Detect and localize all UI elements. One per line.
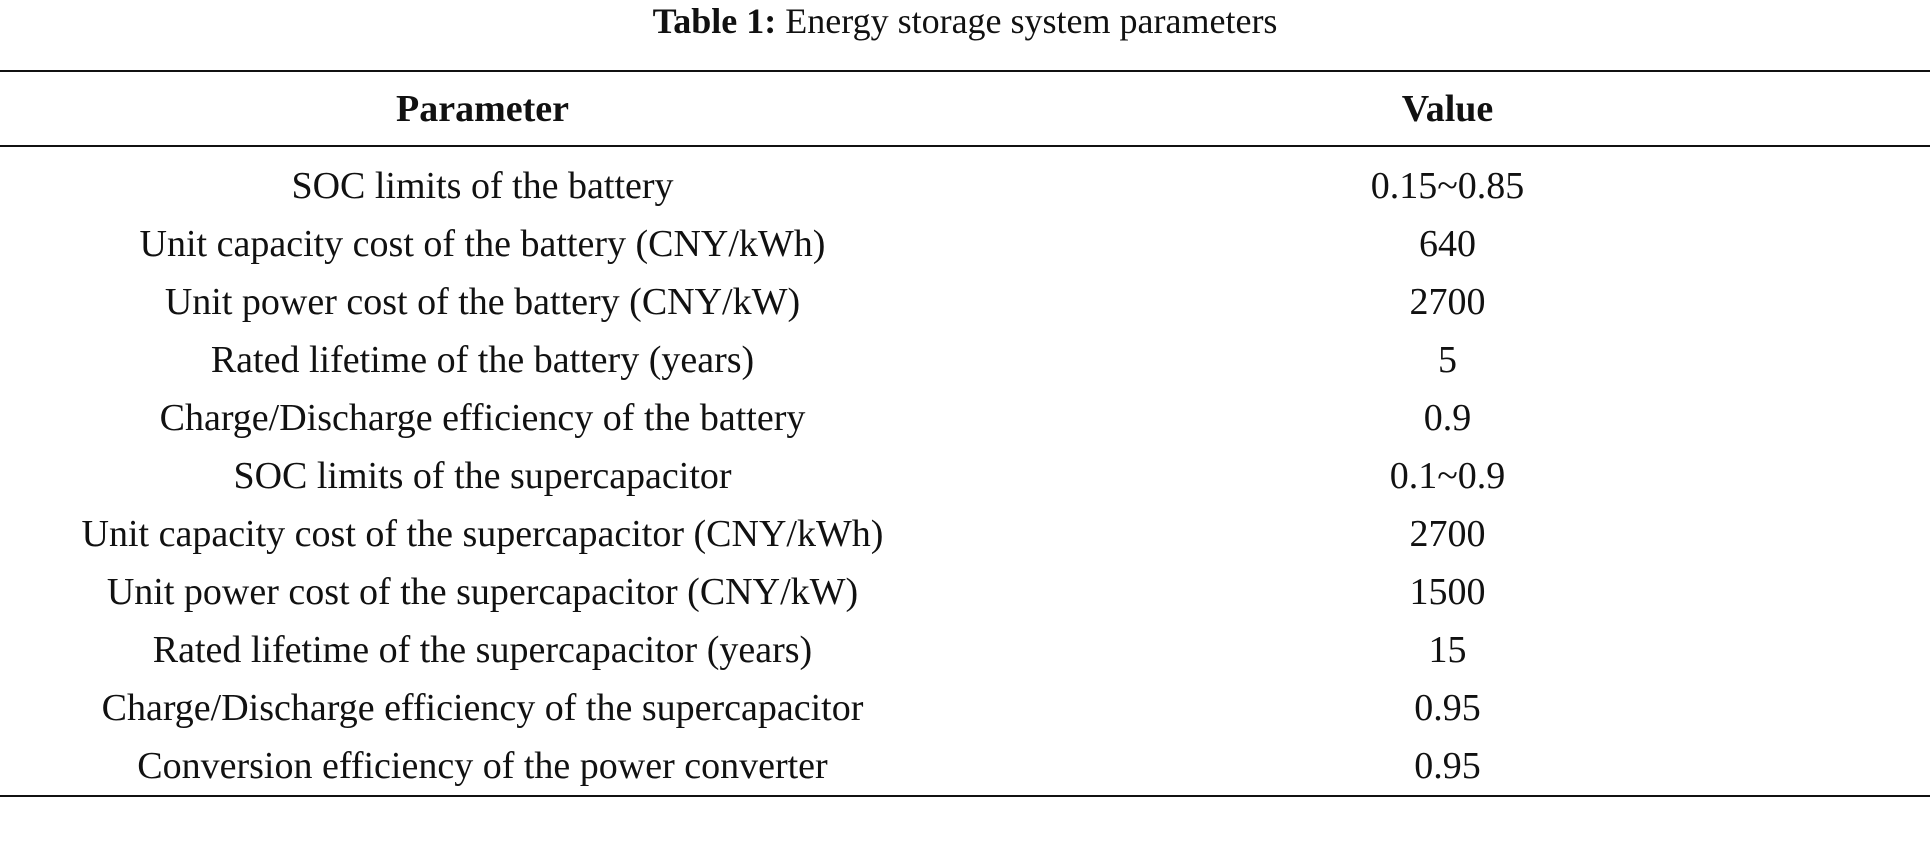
table-row: Charge/Discharge efficiency of the batte… (0, 389, 1930, 447)
value-cell: 15 (1428, 629, 1467, 671)
table: Parameter Value SOC limits of the batter… (0, 70, 1930, 797)
parameter-cell: Unit capacity cost of the supercapacitor… (81, 513, 884, 555)
parameter-cell: Rated lifetime of the supercapacitor (ye… (152, 629, 813, 671)
value-cell: 1500 (1409, 571, 1486, 613)
parameter-cell: Charge/Discharge efficiency of the batte… (159, 397, 806, 439)
value-cell: 2700 (1409, 281, 1486, 323)
value-cell: 0.1~0.9 (1389, 455, 1506, 497)
table-row: Rated lifetime of the supercapacitor (ye… (0, 621, 1930, 679)
parameter-cell: Rated lifetime of the battery (years) (210, 339, 755, 381)
value-cell: 5 (1438, 339, 1457, 381)
parameter-cell: Unit capacity cost of the battery (CNY/k… (139, 223, 826, 265)
value-cell: 0.9 (1423, 397, 1472, 439)
table-row: Charge/Discharge efficiency of the super… (0, 679, 1930, 737)
parameter-cell: Unit power cost of the battery (CNY/kW) (164, 281, 801, 323)
table-row: SOC limits of the supercapacitor 0.1~0.9 (0, 447, 1930, 505)
table-row: Unit capacity cost of the supercapacitor… (0, 505, 1930, 563)
column-header: Value (1401, 87, 1494, 130)
value-cell: 0.15~0.85 (1370, 165, 1525, 207)
parameter-cell: SOC limits of the battery (291, 165, 674, 207)
value-cell: 2700 (1409, 513, 1486, 555)
table-row: SOC limits of the battery 0.15~0.85 (0, 146, 1930, 215)
table-row: Unit capacity cost of the battery (CNY/k… (0, 215, 1930, 273)
parameter-cell: Conversion efficiency of the power conve… (137, 745, 828, 787)
header-row: Parameter Value (0, 71, 1930, 146)
table-row: Unit power cost of the supercapacitor (C… (0, 563, 1930, 621)
parameter-cell: Charge/Discharge efficiency of the super… (101, 687, 864, 729)
parameter-cell: Unit power cost of the supercapacitor (C… (106, 571, 859, 613)
value-cell: 0.95 (1414, 745, 1481, 787)
table-row: Conversion efficiency of the power conve… (0, 737, 1930, 796)
parameter-cell: SOC limits of the supercapacitor (233, 455, 732, 497)
column-header: Parameter (396, 87, 569, 130)
table-body: SOC limits of the battery 0.15~0.85 Unit c… (0, 146, 1930, 796)
table-row: Unit power cost of the battery (CNY/kW) 2… (0, 273, 1930, 331)
caption-label: Table 1: (652, 1, 777, 41)
table-caption: Table 1: Energy storage system parameter… (0, 0, 1930, 42)
value-cell: 0.95 (1414, 687, 1481, 729)
value-cell: 640 (1419, 223, 1476, 265)
table-row: Rated lifetime of the battery (years) 5 (0, 331, 1930, 389)
caption-text: Energy storage system parameters (785, 1, 1278, 41)
